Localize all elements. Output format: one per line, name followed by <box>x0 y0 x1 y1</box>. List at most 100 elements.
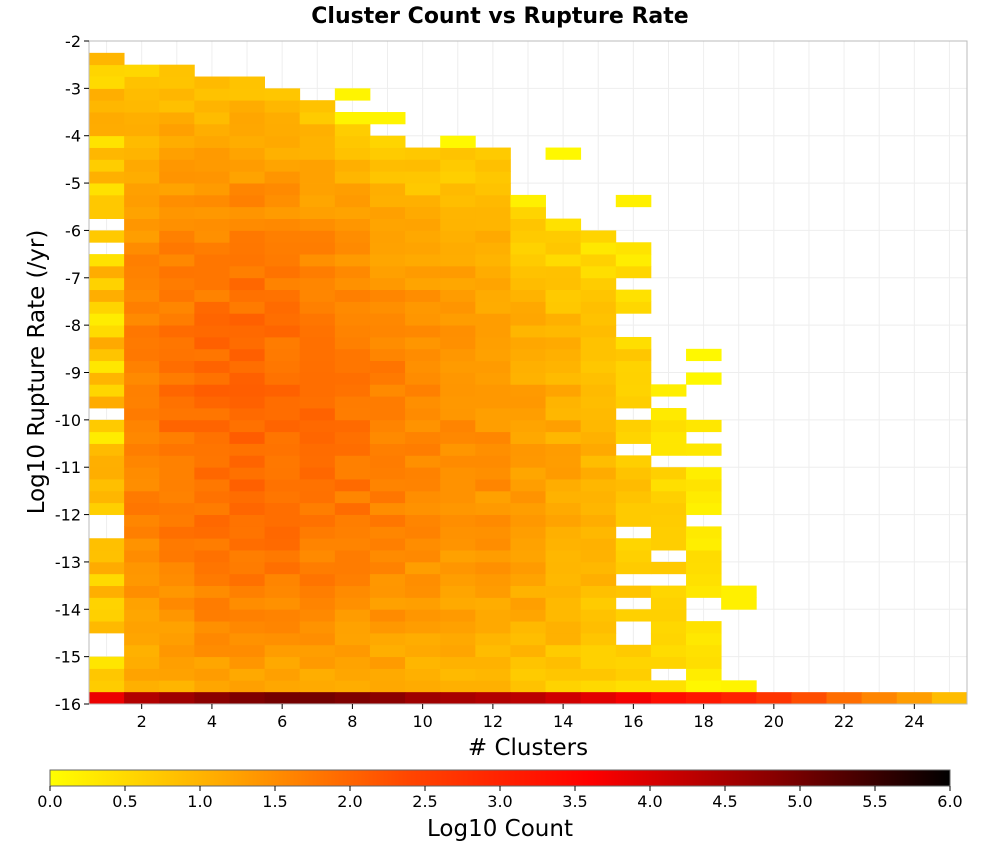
heatmap-cell <box>264 336 301 350</box>
heatmap-cell <box>545 419 582 433</box>
heatmap-cell <box>510 348 546 362</box>
heatmap-cell <box>369 621 406 634</box>
heatmap-cell <box>650 490 687 504</box>
heatmap-cell <box>194 313 230 326</box>
heatmap-cell <box>405 680 441 693</box>
heatmap-cell <box>229 573 265 587</box>
heatmap-cell <box>580 632 617 646</box>
heatmap-cell <box>159 573 195 587</box>
heatmap-cell <box>194 171 230 184</box>
heatmap-cell <box>510 372 546 385</box>
heatmap-cell <box>299 644 336 658</box>
heatmap-cell <box>159 408 195 421</box>
heatmap-cell <box>405 490 441 504</box>
heatmap-cell <box>194 502 230 515</box>
heatmap-cell <box>545 408 582 421</box>
heatmap-cell <box>650 514 687 527</box>
heatmap-cell <box>159 384 195 397</box>
heatmap-cell <box>405 265 441 279</box>
heatmap-cell <box>229 183 265 196</box>
heatmap-cell <box>615 265 652 279</box>
heatmap-cell <box>510 265 546 279</box>
heatmap-cell <box>475 644 511 658</box>
heatmap-cell <box>229 348 265 362</box>
heatmap-cell <box>229 443 265 456</box>
heatmap-cell <box>475 242 511 255</box>
heatmap-cell <box>264 419 301 433</box>
heatmap-cell <box>475 573 511 587</box>
heatmap-cell <box>229 265 265 279</box>
heatmap-cell <box>89 123 125 137</box>
heatmap-cell <box>229 123 265 137</box>
heatmap-cell <box>124 585 160 598</box>
heatmap-cell <box>194 112 230 125</box>
heatmap-cell <box>334 573 371 587</box>
heatmap-cell <box>194 692 230 705</box>
heatmap-cell <box>545 336 582 350</box>
heatmap-cell <box>264 585 301 598</box>
heatmap-cell <box>334 561 371 575</box>
heatmap-cell <box>159 692 195 705</box>
heatmap-cell <box>861 692 898 705</box>
heatmap-cell <box>89 112 125 125</box>
heatmap-cell <box>229 621 265 634</box>
heatmap-cell <box>440 171 476 184</box>
heatmap-cell <box>545 668 582 681</box>
heatmap-cell <box>264 348 301 362</box>
heatmap-cell <box>334 597 371 610</box>
heatmap-cell <box>580 609 617 622</box>
heatmap-cell <box>229 680 265 693</box>
heatmap-cell <box>194 206 230 219</box>
heatmap-cell <box>405 514 441 527</box>
heatmap-cell <box>159 277 195 291</box>
x-tick-label: 18 <box>693 712 713 731</box>
heatmap-cell <box>124 384 160 397</box>
heatmap-cell <box>334 301 371 314</box>
heatmap-cell <box>299 242 336 255</box>
heatmap-cell <box>299 147 336 160</box>
heatmap-cell <box>369 325 406 338</box>
heatmap-cell <box>229 147 265 160</box>
heatmap-cell <box>650 502 687 515</box>
heatmap-cell <box>510 632 546 646</box>
heatmap-cell <box>545 538 582 551</box>
heatmap-cell <box>369 538 406 551</box>
heatmap-cell <box>89 573 125 587</box>
heatmap-cell <box>405 277 441 291</box>
heatmap-cell <box>615 656 652 669</box>
heatmap-cell <box>440 206 476 219</box>
heatmap-cell <box>89 656 125 669</box>
heatmap-cell <box>405 561 441 575</box>
heatmap-cell <box>334 360 371 373</box>
heatmap-cell <box>440 396 476 409</box>
heatmap-cell <box>264 230 301 243</box>
x-tick-label: 22 <box>834 712 854 731</box>
heatmap-cell <box>440 194 476 208</box>
heatmap-cell <box>615 609 652 622</box>
heatmap-cell <box>229 396 265 409</box>
heatmap-cell <box>405 467 441 480</box>
heatmap-cell <box>650 384 687 397</box>
heatmap-cell <box>580 396 617 409</box>
heatmap-cell <box>334 514 371 527</box>
heatmap-cell <box>369 277 406 291</box>
heatmap-cell <box>580 526 617 539</box>
heatmap-cell <box>159 112 195 125</box>
heatmap-cell <box>545 242 582 255</box>
heatmap-cell <box>405 384 441 397</box>
heatmap-cell <box>615 348 652 362</box>
heatmap-cell <box>545 372 582 385</box>
heatmap-cell <box>89 254 125 267</box>
heatmap-cell <box>510 206 546 219</box>
heatmap-cell <box>194 490 230 504</box>
heatmap-cell <box>334 147 371 160</box>
heatmap-cell <box>124 372 160 385</box>
heatmap-cell <box>756 692 792 705</box>
heatmap-cell <box>545 289 582 302</box>
heatmap-cell <box>334 479 371 492</box>
heatmap-cell <box>299 336 336 350</box>
heatmap-cell <box>334 632 371 646</box>
heatmap-cell <box>475 301 511 314</box>
x-tick-label: 10 <box>412 712 432 731</box>
heatmap-cell <box>369 668 406 681</box>
